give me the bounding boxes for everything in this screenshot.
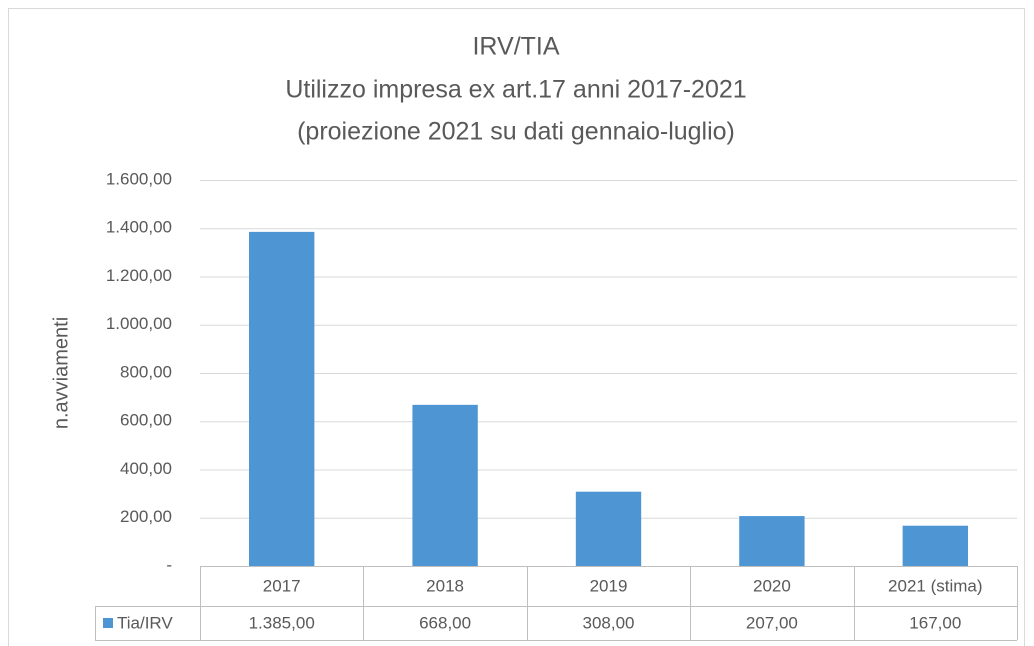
y-tick-label: 200,00 bbox=[120, 507, 172, 526]
y-tick-label: - bbox=[166, 555, 172, 574]
y-tick-label: 800,00 bbox=[120, 362, 172, 381]
bar bbox=[575, 491, 642, 566]
x-tick-label: 2018 bbox=[426, 576, 464, 595]
table-value: 1.385,00 bbox=[249, 613, 315, 632]
y-tick-label: 1.600,00 bbox=[106, 169, 172, 188]
x-tick-label: 2020 bbox=[753, 576, 791, 595]
y-tick-label: 600,00 bbox=[120, 411, 172, 430]
bar bbox=[902, 525, 968, 566]
table-value: 668,00 bbox=[419, 613, 471, 632]
y-tick-label: 1.000,00 bbox=[106, 314, 172, 333]
table-value: 308,00 bbox=[583, 613, 635, 632]
legend-swatch bbox=[103, 618, 113, 628]
y-tick-label: 1.200,00 bbox=[106, 266, 172, 285]
bar bbox=[739, 516, 805, 566]
bar bbox=[249, 231, 315, 566]
y-axis-label: n.avviamenti bbox=[50, 317, 72, 429]
table-value: 207,00 bbox=[746, 613, 798, 632]
x-tick-label: 2019 bbox=[590, 576, 628, 595]
legend-label: Tia/IRV bbox=[117, 613, 173, 632]
chart-title: IRV/TIA bbox=[472, 33, 559, 61]
chart-title: Utilizzo impresa ex art.17 anni 2017-202… bbox=[285, 76, 746, 104]
table-value: 167,00 bbox=[909, 613, 961, 632]
bar bbox=[412, 404, 478, 566]
y-tick-label: 1.400,00 bbox=[106, 218, 172, 237]
x-tick-label: 2021 (stima) bbox=[888, 576, 982, 595]
y-tick-label: 400,00 bbox=[120, 459, 172, 478]
x-tick-label: 2017 bbox=[263, 576, 301, 595]
chart-title: (proiezione 2021 su dati gennaio-luglio) bbox=[297, 118, 735, 146]
chart-border bbox=[8, 8, 1025, 646]
